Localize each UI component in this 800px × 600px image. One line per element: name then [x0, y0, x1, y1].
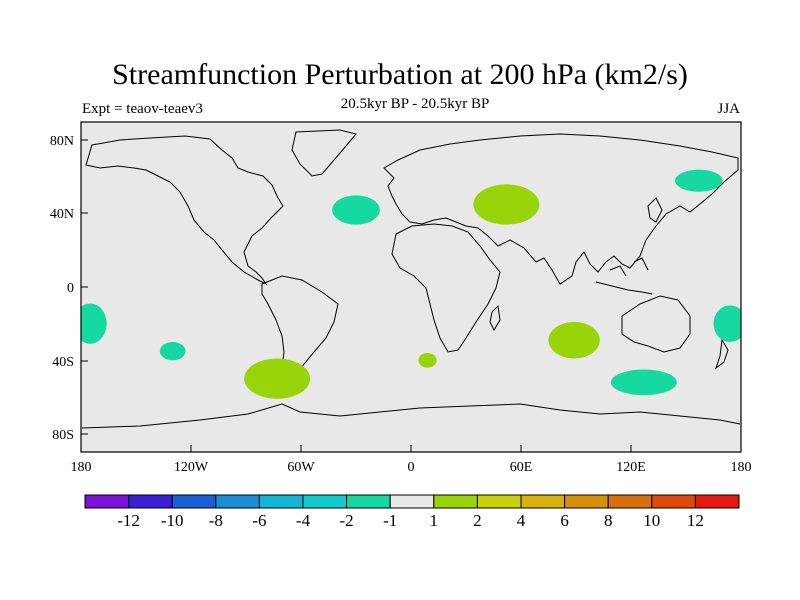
anomaly-patagonia-positive: [244, 358, 311, 399]
period-label: 20.5kyr BP - 20.5kyr BP: [340, 96, 490, 112]
lat-tick-label: 40S: [52, 355, 74, 370]
coast-australia: [621, 295, 691, 353]
coast-eurasia: [383, 133, 739, 285]
lon-tick-label: 180: [71, 460, 92, 475]
anomaly-south-pacific-negative: [159, 342, 186, 361]
colorbar-box: [84, 494, 130, 509]
coast-new-zealand: [715, 338, 729, 370]
colorbar-label: -6: [252, 511, 266, 530]
colorbar-box: [694, 494, 740, 509]
lat-tick-label: 40N: [50, 207, 74, 222]
anomaly-caspian-positive: [473, 184, 540, 225]
map-title: Streamfunction Perturbation at 200 hPa (…: [112, 58, 688, 91]
colorbar-label: 10: [643, 511, 660, 530]
colorbar-label: -4: [296, 511, 311, 530]
colorbar-box: [433, 494, 478, 509]
colorbar-label: -8: [209, 511, 223, 530]
anomaly-south-atlantic-positive: [418, 353, 437, 368]
lon-tick-label: 120E: [616, 460, 646, 475]
coastlines: [81, 129, 741, 429]
colorbar-label: 2: [473, 511, 482, 530]
colorbar-label: -2: [340, 511, 354, 530]
experiment-label: Expt = teaov-teaev3: [82, 101, 203, 117]
colorbar: -12 -10 -8 -6 -4 -2 -1 1 2 4 6 8 10 12: [84, 494, 740, 530]
colorbar-box: [389, 494, 435, 509]
coast-japan: [647, 197, 663, 223]
colorbar-label: -10: [161, 511, 184, 530]
colorbar-box: [128, 494, 173, 509]
colorbar-box: [171, 494, 217, 509]
colorbar-box: [258, 494, 304, 509]
colorbar-label: -12: [117, 511, 140, 530]
anomaly-kamchatka-negative: [675, 169, 723, 192]
coast-africa: [391, 223, 501, 353]
coast-madagascar: [489, 304, 501, 332]
anomaly-tasman-negative: [713, 305, 741, 342]
colorbar-box: [302, 494, 348, 509]
anomaly-indian-ocean-positive: [548, 321, 600, 359]
lat-tick-label: 0: [67, 281, 74, 296]
colorbar-box: [215, 494, 260, 509]
colorbar-box: [346, 494, 391, 509]
coast-antarctica: [81, 403, 741, 429]
lon-tick-label: 60E: [510, 460, 533, 475]
lat-tick-label: 80S: [52, 428, 74, 443]
lon-tick-label: 60W: [287, 460, 315, 475]
colorbar-label: 12: [687, 511, 704, 530]
lat-tick-label: 80N: [50, 134, 74, 149]
colorbar-label: 8: [604, 511, 613, 530]
lon-axis: 180 120W 60W 0 60E 120E 180: [71, 445, 752, 475]
colorbar-label: 6: [560, 511, 569, 530]
map-background: [81, 122, 741, 452]
anomaly-layer: [81, 169, 741, 399]
lat-axis: 80N 40N 0 40S 80S: [50, 134, 88, 443]
season-label: JJA: [717, 101, 740, 117]
coast-north-america: [85, 135, 284, 286]
coast-greenland: [291, 129, 357, 177]
lon-tick-label: 120W: [174, 460, 209, 475]
anomaly-east-pacific-negative: [81, 303, 107, 344]
colorbar-label: 4: [517, 511, 526, 530]
colorbar-box: [651, 494, 696, 509]
colorbar-box: [564, 494, 609, 509]
colorbar-box: [520, 494, 566, 509]
colorbar-box: [607, 494, 653, 509]
colorbar-label: -1: [383, 511, 397, 530]
colorbar-box: [476, 494, 522, 509]
colorbar-label: 1: [430, 511, 439, 530]
lon-tick-label: 0: [408, 460, 415, 475]
anomaly-north-atlantic-negative: [332, 195, 380, 225]
lon-tick-label: 180: [731, 460, 752, 475]
coast-indonesia: [595, 257, 653, 295]
anomaly-south-of-australia-negative: [610, 369, 677, 396]
